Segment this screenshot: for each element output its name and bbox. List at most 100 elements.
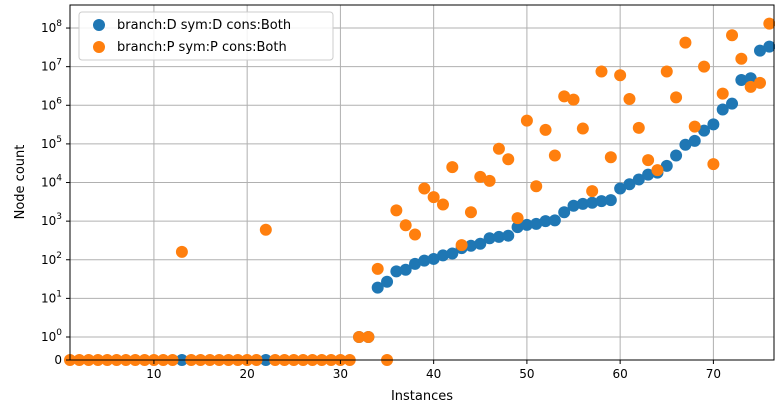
data-point [446, 161, 459, 174]
data-point [670, 91, 683, 104]
y-tick-label: 101 [41, 289, 62, 305]
data-point [595, 65, 608, 78]
data-point [502, 229, 515, 242]
data-point [390, 204, 403, 217]
data-point [679, 36, 692, 49]
data-point [754, 76, 767, 89]
data-point [474, 170, 487, 183]
data-point [464, 239, 477, 252]
data-point [399, 263, 412, 276]
data-point [418, 182, 431, 195]
data-point [614, 69, 627, 82]
x-axis-label: Instances [391, 389, 453, 404]
data-point [530, 217, 543, 230]
data-point [744, 72, 757, 85]
legend-marker-series-2 [93, 41, 105, 53]
data-point [595, 195, 608, 208]
data-point [642, 154, 655, 167]
x-tick-label: 50 [519, 367, 534, 381]
data-point [660, 159, 673, 172]
y-tick-label: 104 [41, 174, 62, 190]
data-point [548, 214, 561, 227]
data-point [632, 173, 645, 186]
data-point [427, 191, 440, 204]
data-point [511, 221, 524, 234]
data-point [707, 118, 720, 131]
data-point [520, 114, 533, 127]
data-point [586, 196, 599, 209]
data-point [604, 151, 617, 164]
data-point [632, 121, 645, 134]
data-point [371, 262, 384, 275]
data-point [688, 134, 701, 147]
data-point [353, 331, 366, 343]
data-point [586, 185, 599, 198]
data-point [614, 182, 627, 195]
data-point [539, 215, 552, 228]
x-tick-label: 10 [146, 367, 161, 381]
data-point [483, 232, 496, 245]
x-axis-ticks: 10 20 30 40 50 60 70 [146, 360, 721, 381]
x-tick-label: 60 [613, 367, 628, 381]
data-point [763, 17, 775, 30]
y-tick-label: 107 [41, 58, 62, 74]
data-point [530, 180, 543, 193]
data-point [175, 245, 188, 258]
data-point [436, 198, 449, 211]
data-point [474, 237, 487, 250]
data-point [735, 74, 748, 87]
data-point [576, 197, 589, 210]
data-point [698, 60, 711, 73]
data-point [259, 223, 272, 236]
data-point [548, 149, 561, 162]
data-point [567, 93, 580, 106]
legend: branch:D sym:D cons:Both branch:P sym:P … [78, 11, 334, 61]
y-tick-label: 102 [41, 251, 62, 267]
data-point [642, 168, 655, 181]
data-point [399, 219, 412, 232]
data-point [381, 275, 394, 288]
data-point [455, 239, 468, 252]
y-tick-label: 0 [54, 353, 62, 367]
data-point [390, 265, 403, 278]
data-point [670, 149, 683, 162]
data-point [716, 103, 729, 116]
data-point [520, 218, 533, 231]
data-point [558, 90, 571, 103]
data-point [744, 80, 757, 93]
y-tick-label: 105 [41, 135, 62, 151]
data-point [436, 249, 449, 262]
data-point [688, 120, 701, 133]
data-point [623, 93, 636, 106]
y-axis-ticks: 0 100 101 102 103 104 105 106 107 108 [41, 19, 70, 367]
y-tick-label: 106 [41, 96, 62, 112]
data-point [427, 252, 440, 265]
data-point [409, 257, 422, 270]
data-point [371, 281, 384, 294]
y-tick-label: 103 [41, 212, 62, 228]
data-point [698, 124, 711, 137]
data-point [716, 87, 729, 100]
data-point [539, 123, 552, 136]
data-point [502, 153, 515, 166]
legend-label-series-1: branch:D sym:D cons:Both [117, 18, 291, 33]
data-point [567, 199, 580, 212]
data-point [418, 254, 431, 267]
data-point [754, 44, 767, 57]
data-point [362, 331, 375, 343]
x-tick-label: 70 [706, 367, 721, 381]
data-point [735, 52, 748, 65]
data-point [511, 212, 524, 225]
data-point [651, 164, 664, 177]
data-point [483, 174, 496, 187]
data-point [409, 228, 422, 241]
legend-label-series-2: branch:P sym:P cons:Both [117, 40, 287, 55]
y-axis-label: Node count [13, 145, 28, 220]
data-point [660, 65, 673, 78]
data-point [679, 138, 692, 151]
data-point [604, 194, 617, 207]
data-point [726, 97, 739, 110]
x-tick-label: 40 [426, 367, 441, 381]
y-tick-label: 100 [41, 328, 62, 344]
